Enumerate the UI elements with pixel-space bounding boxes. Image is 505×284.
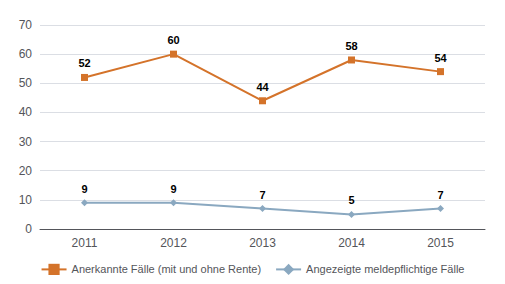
svg-text:Angezeigte meldepflichtige Fäl: Angezeigte meldepflichtige Fälle (306, 263, 464, 275)
svg-text:0: 0 (25, 222, 32, 236)
svg-text:40: 40 (19, 105, 33, 119)
svg-text:2015: 2015 (427, 236, 454, 250)
svg-text:2012: 2012 (160, 236, 187, 250)
svg-text:44: 44 (256, 81, 269, 93)
svg-text:52: 52 (78, 57, 90, 69)
svg-text:30: 30 (19, 135, 33, 149)
svg-text:2013: 2013 (249, 236, 276, 250)
svg-text:9: 9 (170, 183, 176, 195)
svg-text:5: 5 (348, 194, 354, 206)
svg-text:60: 60 (167, 34, 179, 46)
svg-text:58: 58 (345, 40, 357, 52)
svg-text:Anerkannte Fälle (mit und ohne: Anerkannte Fälle (mit und ohne Rente) (72, 263, 262, 275)
svg-text:10: 10 (19, 193, 33, 207)
svg-text:54: 54 (434, 52, 447, 64)
svg-text:20: 20 (19, 164, 33, 178)
svg-text:7: 7 (259, 189, 265, 201)
svg-text:70: 70 (19, 18, 33, 32)
svg-text:50: 50 (19, 76, 33, 90)
svg-text:7: 7 (437, 189, 443, 201)
svg-text:2014: 2014 (338, 236, 365, 250)
svg-text:2011: 2011 (72, 236, 98, 250)
svg-text:9: 9 (81, 183, 87, 195)
svg-text:60: 60 (19, 47, 33, 61)
